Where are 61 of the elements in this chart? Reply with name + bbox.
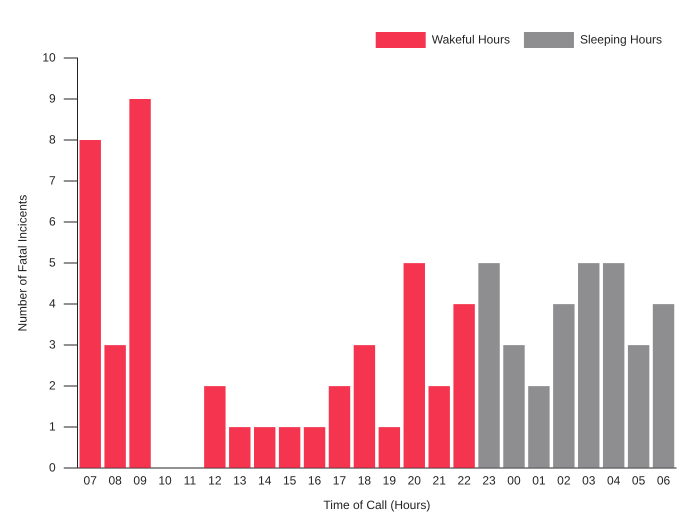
bar (378, 427, 400, 468)
bar (304, 427, 326, 468)
x-tick-label: 01 (532, 474, 546, 488)
x-tick-label: 16 (308, 474, 322, 488)
bar (354, 345, 376, 468)
bar (254, 427, 276, 468)
y-tick-label: 1 (49, 419, 56, 434)
x-tick-label: 00 (507, 474, 521, 488)
y-tick-label: 0 (49, 460, 56, 475)
x-tick-label: 11 (184, 474, 196, 488)
bar (404, 263, 425, 468)
bar (104, 345, 126, 468)
bar (229, 427, 250, 468)
x-tick-label: 15 (282, 474, 297, 488)
bar (204, 386, 226, 468)
bar (79, 140, 101, 468)
bar (278, 427, 300, 468)
bar (628, 345, 650, 468)
legend-label: Sleeping Hours (580, 32, 662, 46)
bar (453, 304, 475, 468)
bar (129, 99, 151, 468)
x-tick-label: 13 (233, 474, 247, 488)
bar (528, 386, 550, 468)
bar (652, 304, 674, 468)
x-tick-label: 18 (358, 474, 372, 488)
y-tick-label: 5 (49, 255, 56, 270)
y-tick-label: 7 (49, 173, 56, 188)
x-tick-label: 02 (557, 474, 571, 488)
x-tick-label: 23 (482, 474, 496, 488)
bar (578, 263, 600, 468)
y-tick-label: 3 (49, 337, 56, 352)
legend-label: Wakeful Hours (432, 32, 510, 46)
x-tick-label: 12 (208, 474, 222, 488)
bar (553, 304, 575, 468)
y-tick-label: 9 (49, 91, 56, 106)
y-axis-title: Number of Fatal Incicents (16, 194, 30, 332)
x-tick-label: 05 (632, 474, 646, 488)
x-tick-label: 14 (258, 474, 272, 488)
bar (478, 263, 500, 468)
y-tick-label: 10 (42, 50, 56, 64)
y-tick-label: 4 (49, 296, 56, 310)
y-tick-label: 8 (49, 132, 56, 146)
bar (328, 386, 350, 468)
bar (602, 263, 624, 468)
x-tick-label: 03 (582, 474, 596, 488)
x-axis-title: Time of Call (Hours) (323, 498, 430, 512)
x-tick-label: 21 (432, 474, 446, 488)
x-tick-label: 09 (133, 474, 148, 488)
x-tick-label: 19 (382, 474, 396, 488)
x-tick-label: 07 (84, 474, 98, 488)
x-tick-label: 10 (158, 474, 172, 488)
x-tick-label: 06 (656, 474, 671, 488)
y-tick-label: 6 (49, 214, 56, 228)
x-tick-label: 08 (108, 474, 122, 488)
x-tick-label: 22 (457, 474, 472, 488)
y-tick-label: 2 (49, 378, 56, 392)
bar (503, 345, 525, 468)
x-tick-label: 17 (332, 474, 346, 488)
x-tick-label: 04 (607, 474, 621, 488)
bar (428, 386, 450, 468)
x-tick-label: 20 (408, 474, 422, 488)
